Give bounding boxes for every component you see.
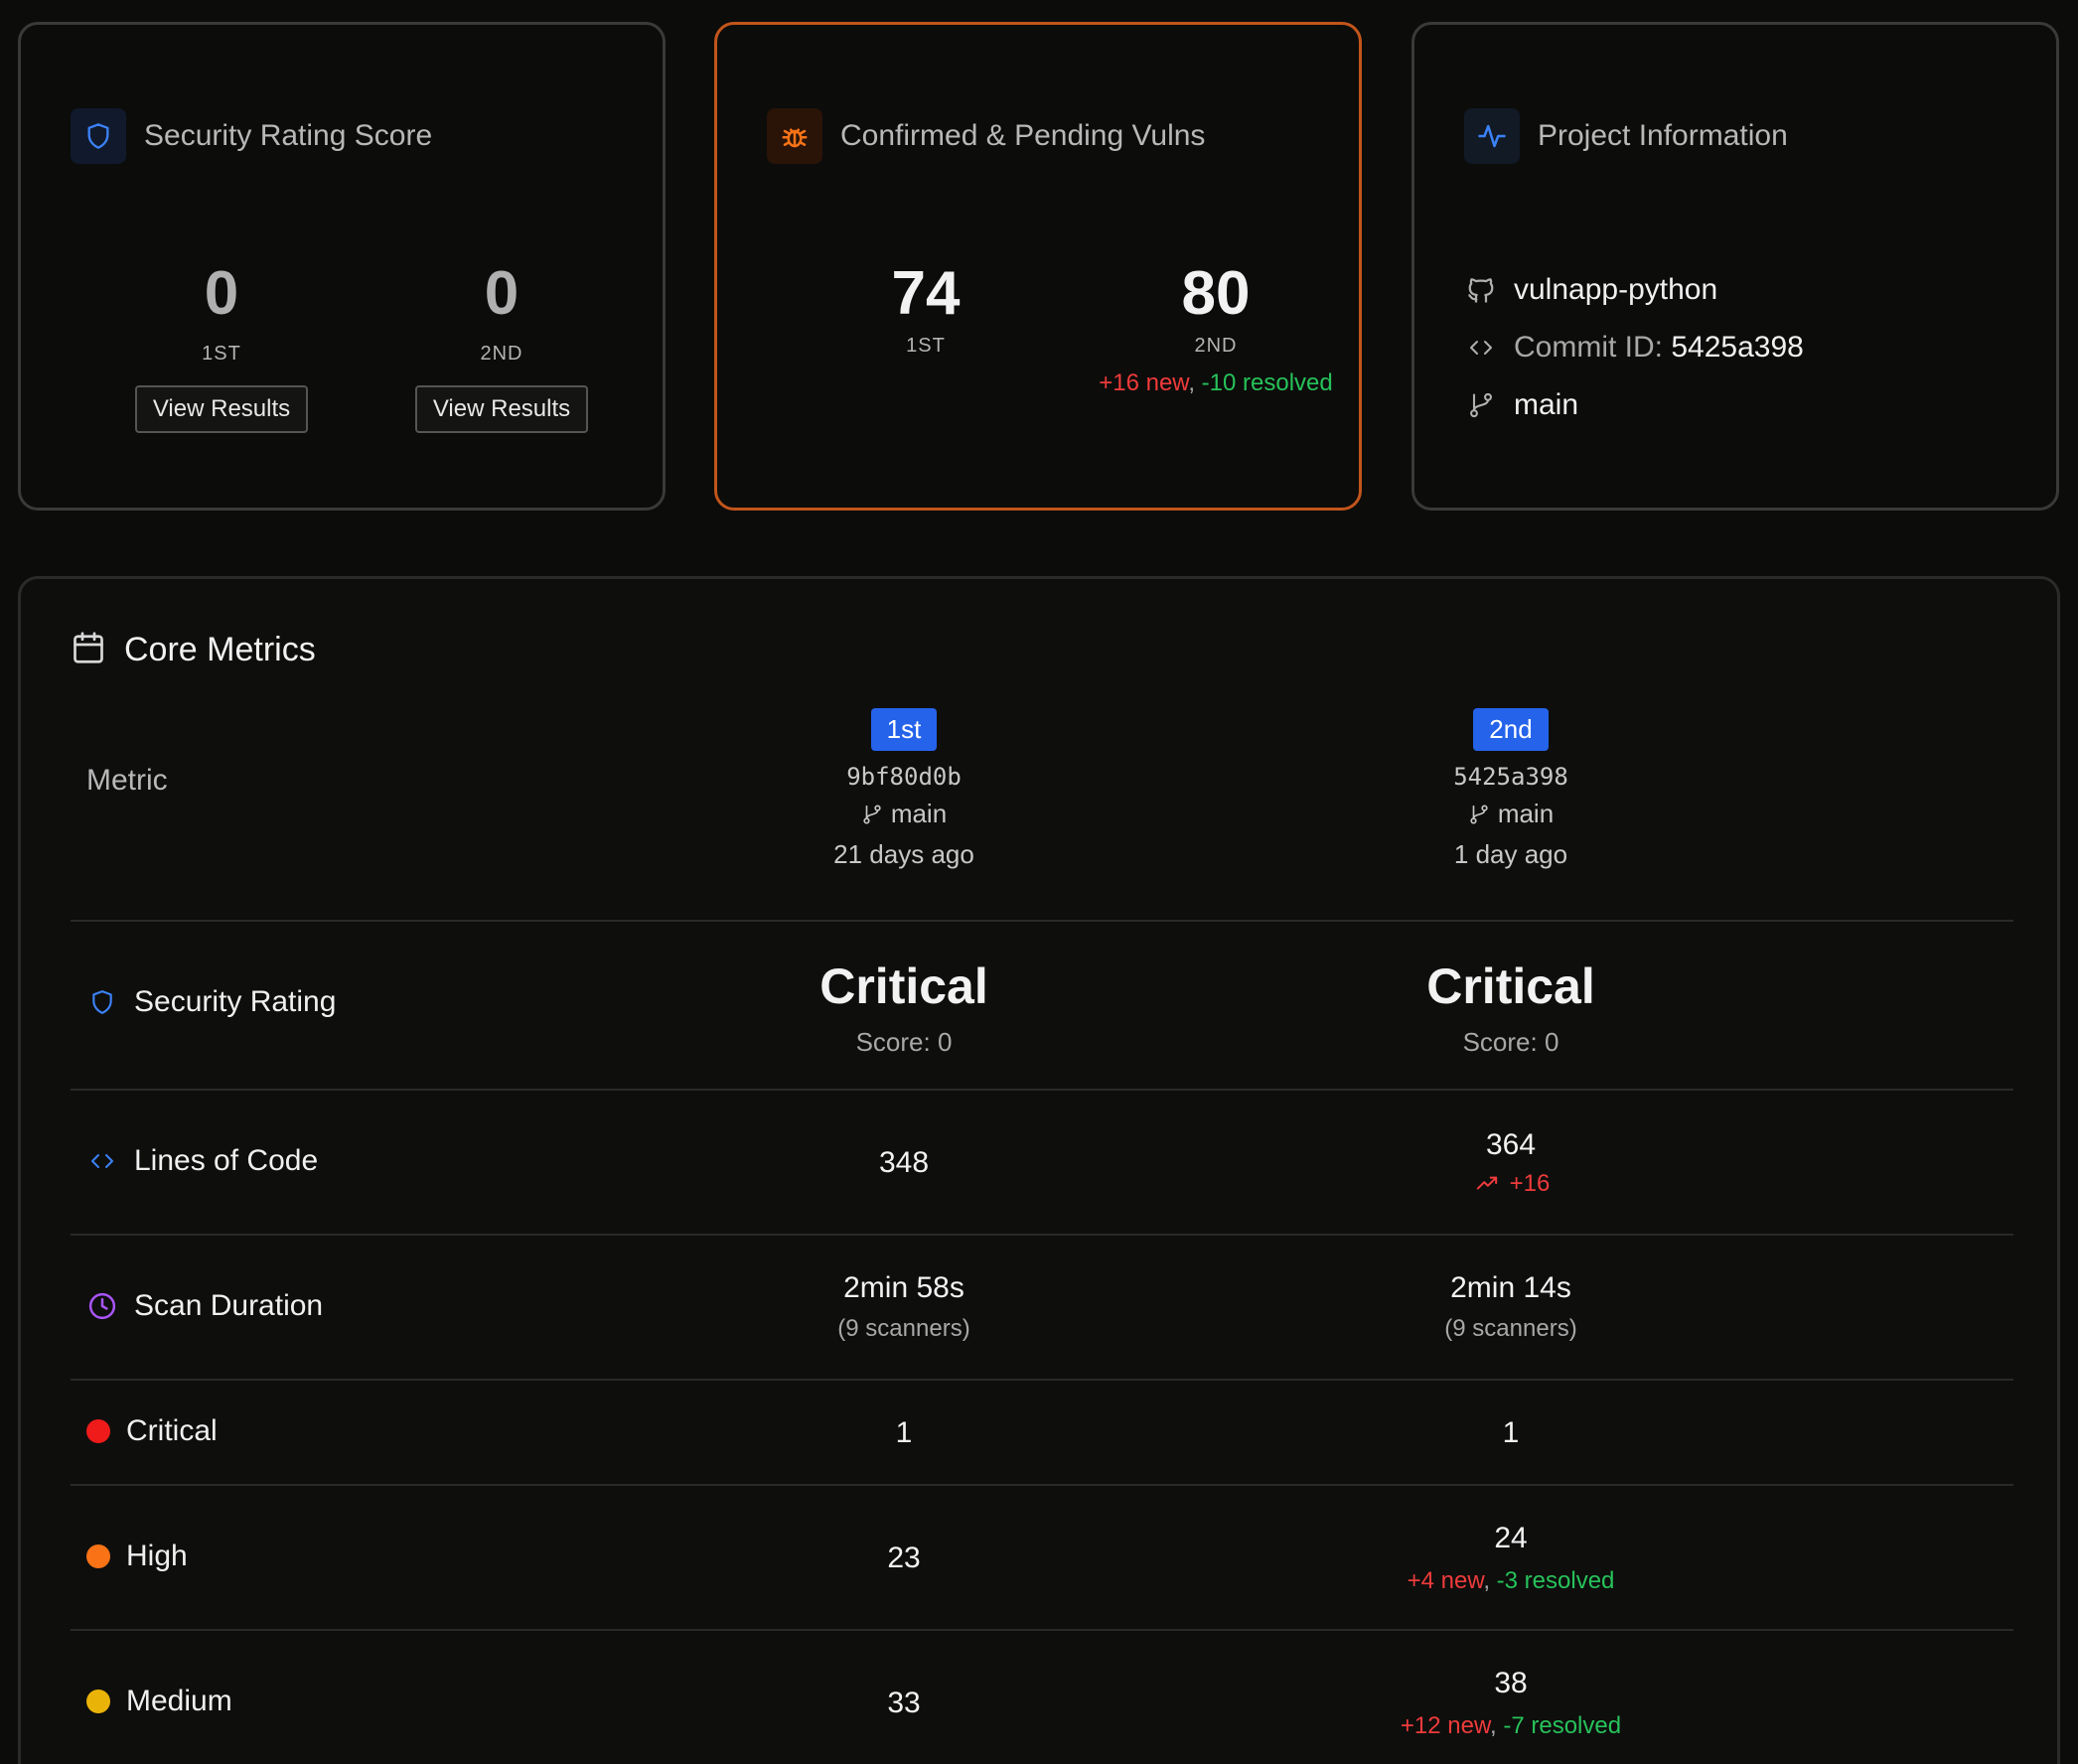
first-scan-age: 21 days ago [833,838,974,869]
high-second: 24 +4 new, -3 resolved [1312,1522,1709,1595]
score-label: 2ND [480,343,523,365]
scan-duration-label: Scan Duration [86,1289,323,1323]
scan-duration-first: 2min 58s (9 scanners) [837,1271,970,1342]
score-value: 0 [484,259,520,328]
view-results-button-second[interactable]: View Results [414,385,589,433]
git-branch-icon [863,804,881,824]
high-row: High 23 24 +4 new, -3 resolved [71,1484,2013,1629]
branch-row: main [1464,388,1578,422]
second-scan-branch: main [1468,799,1554,829]
critical-row: Critical 1 1 [71,1379,2013,1484]
vulns-card-header: Confirmed & Pending Vulns [767,108,1205,164]
medium-delta: +12 new, -7 resolved [1400,1712,1622,1739]
card-title: Security Rating Score [144,119,433,152]
vulns-card: Confirmed & Pending Vulns 74 1ST 80 2ND … [714,22,1362,511]
high-delta: +4 new, -3 resolved [1407,1567,1615,1594]
calendar-icon [71,629,106,671]
scan-duration-row: Scan Duration 2min 58s (9 scanners) 2min… [71,1234,2013,1379]
repo-row: vulnapp-python [1464,273,1717,307]
lines-of-code-row: Lines of Code 348 364 +16 [71,1089,2013,1234]
commit-id: 5425a398 [1671,331,1804,364]
lines-of-code-delta: +16 [1472,1170,1550,1198]
core-metrics-header: Core Metrics [71,629,316,671]
high-dot [86,1544,110,1568]
project-info-card-header: Project Information [1464,108,1788,164]
first-scan-hash: 9bf80d0b [846,763,962,791]
lines-of-code-first: 348 [878,1146,930,1179]
shield-icon [86,987,118,1017]
vulns-second: 80 2ND +16 new, -10 resolved [1087,263,1345,397]
vulns-delta: +16 new, -10 resolved [1099,369,1333,396]
critical-first: 1 [895,1416,913,1449]
second-scan-age: 1 day ago [1453,838,1568,869]
commit-row: Commit ID: 5425a398 [1464,331,1804,365]
critical-label: Critical [86,1414,218,1448]
vulns-first: 74 1ST [797,263,1055,358]
medium-second: 38 +12 new, -7 resolved [1312,1667,1709,1740]
github-icon [1464,275,1498,305]
card-title: Confirmed & Pending Vulns [840,119,1206,152]
critical-second: 1 [1502,1416,1520,1449]
core-metrics-panel: Core Metrics Metric 1st 9bf80d0b main 21… [18,576,2060,1764]
vulns-label: 2ND [1194,335,1238,357]
clock-icon [86,1291,118,1321]
security-rating-second: Critical Score: 0 [1426,958,1595,1057]
activity-icon [1464,108,1520,164]
medium-row: Medium 33 38 +12 new, -7 resolved [71,1629,2013,1764]
scan-duration-second: 2min 14s (9 scanners) [1444,1271,1577,1342]
vulns-value: 74 [891,259,961,328]
trending-up-icon [1476,1176,1497,1190]
security-rating-label: Security Rating [86,985,336,1019]
security-rating-row: Security Rating Critical Score: 0 Critic… [71,920,2013,1089]
vulns-value: 80 [1181,259,1251,328]
high-first: 23 [887,1542,921,1574]
high-label: High [86,1540,188,1573]
code-icon [1464,336,1498,360]
vulns-label: 1ST [906,335,946,357]
commit-label: Commit ID: [1514,331,1663,364]
branch-name: main [1514,388,1579,421]
second-scan-hash: 5425a398 [1453,763,1568,791]
medium-dot [86,1690,110,1713]
score-label: 1ST [202,343,241,365]
second-scan-header: 2nd 5425a398 main 1 day ago [1312,708,1709,870]
view-results-button-first[interactable]: View Results [134,385,309,433]
security-rating-card: Security Rating Score 0 1ST View Results… [18,22,666,511]
code-icon [86,1149,118,1173]
metrics-header-row: Metric 1st 9bf80d0b main 21 days ago 2nd… [71,708,2013,869]
lines-of-code-label: Lines of Code [86,1144,318,1178]
shield-icon [71,108,126,164]
first-scan-badge[interactable]: 1st [870,708,938,751]
first-scan-branch: main [861,799,947,829]
critical-dot [86,1419,110,1443]
resolved-count: -10 resolved [1201,369,1333,396]
metric-column-label: Metric [86,764,168,797]
git-branch-icon [1470,804,1488,824]
new-count: +16 new [1099,369,1189,396]
card-title: Project Information [1538,119,1788,152]
core-metrics-title: Core Metrics [124,631,316,668]
second-scan-badge[interactable]: 2nd [1473,708,1549,751]
score-value: 0 [204,259,239,328]
git-branch-icon [1464,390,1498,420]
security-rating-card-header: Security Rating Score [71,108,432,164]
lines-of-code-second: 364 +16 [1312,1128,1709,1200]
medium-label: Medium [86,1685,232,1718]
project-info-card: Project Information vulnapp-python Commi… [1411,22,2059,511]
security-score-second: 0 2ND View Results [372,263,631,433]
security-rating-first: Critical Score: 0 [819,958,988,1057]
first-scan-header: 1st 9bf80d0b main 21 days ago [705,708,1103,870]
medium-first: 33 [887,1687,921,1719]
repo-name: vulnapp-python [1514,273,1718,306]
bug-icon [767,108,822,164]
security-score-first: 0 1ST View Results [92,263,351,433]
